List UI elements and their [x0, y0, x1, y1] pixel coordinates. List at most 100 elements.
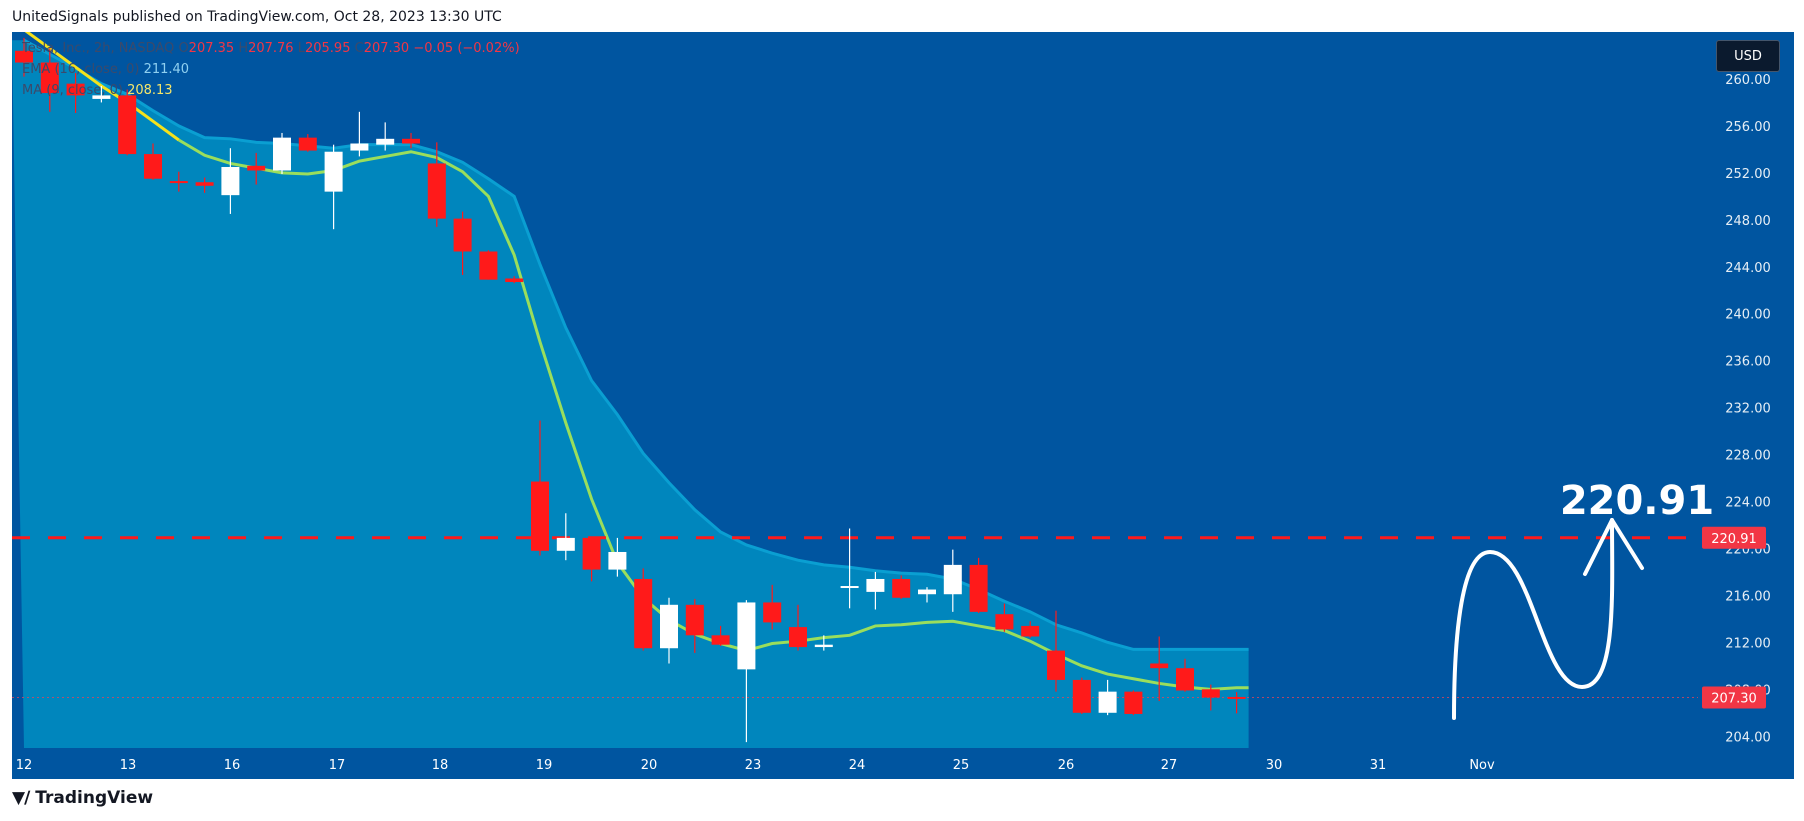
- tradingview-logo-icon: ▼∕: [12, 788, 30, 808]
- candle-body: [866, 578, 885, 592]
- candle: [298, 134, 317, 152]
- candle: [118, 89, 137, 156]
- x-tick-label: 25: [953, 758, 970, 773]
- candle: [247, 152, 266, 185]
- candle-body: [144, 154, 162, 179]
- ma-row[interactable]: MA (9, close, 0) 208.13: [22, 80, 520, 101]
- currency-button[interactable]: USD: [1716, 40, 1780, 72]
- candle: [814, 635, 833, 651]
- current-price-label-bg: [1702, 686, 1766, 709]
- candle-body: [92, 95, 111, 99]
- candle: [1227, 692, 1246, 714]
- time-axis: 12 13 16 17 18 19 20 23 24 25 26 27 30 31 Nov: [16, 758, 1495, 773]
- ema-area: [12, 40, 1249, 749]
- candle-body: [608, 551, 627, 570]
- forecast-arrow-head: [1583, 518, 1644, 576]
- ema-value: 211.40: [143, 62, 190, 77]
- candle-body: [556, 537, 575, 551]
- open-label: O: [178, 41, 189, 56]
- candle-body: [685, 604, 704, 636]
- candle-body: [1227, 696, 1246, 699]
- candle-body: [195, 182, 214, 186]
- candle-body: [531, 481, 549, 551]
- current-price-label: 207.30: [1702, 686, 1766, 709]
- candle: [866, 571, 885, 610]
- candle-body: [376, 138, 395, 145]
- open-value: 207.35: [188, 41, 235, 56]
- candle-body: [814, 644, 833, 648]
- x-tick-label: Nov: [1469, 758, 1495, 773]
- chart-legend: Tesla, Inc., 2h, NASDAQ O207.35 H207.76 …: [22, 38, 520, 101]
- candle: [582, 536, 601, 582]
- candle: [505, 276, 524, 284]
- candle: [1098, 679, 1117, 716]
- candle-body: [40, 62, 59, 94]
- candle-body: [350, 143, 369, 151]
- x-tick-label: 27: [1161, 758, 1178, 773]
- candle-body: [66, 83, 85, 96]
- price-chart[interactable]: 260.00 256.00 252.00 248.00 244.00 240.00 236.…: [12, 32, 1794, 779]
- high-label: H: [238, 41, 249, 56]
- ema-row[interactable]: EMA (16, close, 0) 211.40: [22, 59, 520, 80]
- candle: [1124, 690, 1143, 716]
- low-label: L: [297, 41, 305, 56]
- ma-value: 208.13: [127, 83, 173, 98]
- candle-body: [969, 564, 988, 612]
- time-axis-background: [12, 748, 1794, 779]
- level-annotation-text: 220.91: [1560, 478, 1714, 524]
- candles-layer: [15, 37, 1246, 743]
- candle: [737, 600, 756, 743]
- candle: [1072, 677, 1091, 714]
- candle-body: [892, 578, 911, 598]
- candle-body: [943, 564, 962, 595]
- level-price-label: 220.91: [1702, 526, 1766, 549]
- y-tick-label: 244.00: [1725, 261, 1771, 276]
- y-tick-label: 240.00: [1725, 308, 1771, 323]
- candle-body: [221, 166, 240, 196]
- candle: [169, 171, 188, 192]
- candle-body: [789, 627, 807, 648]
- candle-body: [427, 163, 446, 219]
- candle: [763, 584, 782, 630]
- price-axis: 260.00 256.00 252.00 248.00 244.00 240.00 236.…: [1702, 73, 1771, 745]
- publisher-line: UnitedSignals published on TradingView.c…: [12, 9, 502, 25]
- close-label: C: [354, 41, 364, 56]
- candle-body: [273, 137, 291, 171]
- candle-body: [505, 278, 524, 283]
- close-value: 207.30: [363, 41, 410, 56]
- y-tick-label: 260.00: [1725, 73, 1771, 88]
- candle-body: [1176, 668, 1194, 691]
- candle: [840, 528, 859, 609]
- tradingview-brand[interactable]: ▼∕ TradingView: [12, 788, 153, 808]
- candle-body: [582, 537, 601, 570]
- y-tick-label: 252.00: [1725, 167, 1771, 182]
- candle-body: [1072, 679, 1091, 713]
- candle: [453, 211, 472, 275]
- x-tick-label: 12: [16, 758, 33, 773]
- candle: [1201, 684, 1220, 711]
- x-tick-label: 23: [745, 758, 762, 773]
- candle-body: [169, 181, 188, 184]
- x-tick-label: 26: [1058, 758, 1075, 773]
- candle-body: [711, 635, 730, 645]
- y-tick-label: 204.00: [1725, 730, 1771, 745]
- candle-body: [634, 578, 653, 649]
- candle: [995, 603, 1014, 632]
- candle: [1150, 636, 1169, 702]
- x-tick-label: 13: [120, 758, 137, 773]
- candle-body: [1021, 625, 1040, 637]
- y-tick-label: 216.00: [1725, 589, 1771, 604]
- high-value: 207.76: [248, 41, 294, 56]
- symbol-label: Tesla, Inc., 2h, NASDAQ: [22, 41, 175, 56]
- candle: [376, 122, 395, 151]
- candle-body: [402, 138, 420, 144]
- candle-body: [660, 604, 678, 649]
- candle: [402, 132, 420, 149]
- candle-body: [298, 137, 317, 151]
- ema-label: EMA (16, close, 0): [22, 62, 140, 77]
- candle: [943, 549, 962, 612]
- candle: [556, 513, 575, 561]
- ohlc-row: Tesla, Inc., 2h, NASDAQ O207.35 H207.76 …: [22, 38, 520, 59]
- x-tick-label: 30: [1266, 758, 1283, 773]
- candle: [479, 250, 498, 280]
